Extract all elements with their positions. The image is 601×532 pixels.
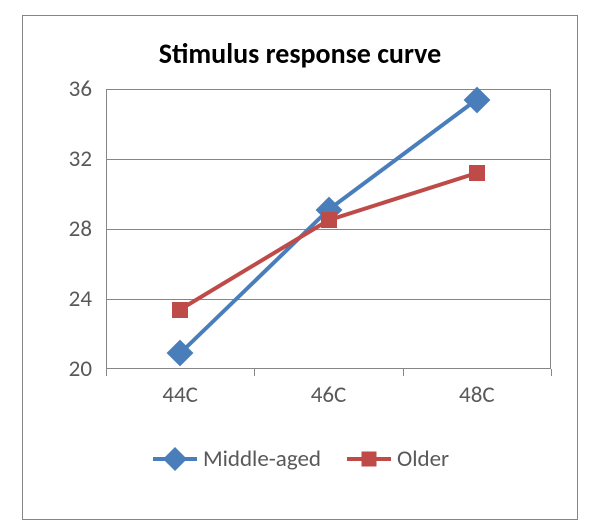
legend-label: Middle-aged xyxy=(203,445,321,473)
legend-swatch xyxy=(153,447,197,471)
y-tick-label: 32 xyxy=(42,145,92,173)
plot-area xyxy=(106,89,551,369)
y-tick-label: 24 xyxy=(42,285,92,313)
x-tick-label: 46C xyxy=(279,381,379,409)
y-tick-label: 36 xyxy=(42,75,92,103)
series-lines xyxy=(106,89,551,369)
series-line-older xyxy=(180,173,477,310)
y-tick-label: 20 xyxy=(42,355,92,383)
chart-stage: Stimulus response curve Middle-aged Older… xyxy=(0,0,601,532)
x-tick-mark xyxy=(551,369,552,376)
legend-item: Middle-aged xyxy=(153,445,321,473)
legend-swatch xyxy=(347,447,391,471)
y-tick-label: 28 xyxy=(42,215,92,243)
legend-label: Older xyxy=(397,445,449,473)
legend-item: Older xyxy=(347,445,449,473)
x-tick-mark xyxy=(403,369,404,376)
data-marker-older xyxy=(172,302,188,318)
chart-title: Stimulus response curve xyxy=(23,36,577,71)
data-marker-older xyxy=(469,165,485,181)
chart-frame: Stimulus response curve Middle-aged Older… xyxy=(22,15,578,520)
x-tick-mark xyxy=(254,369,255,376)
square-icon xyxy=(362,452,377,467)
legend: Middle-aged Older xyxy=(63,439,539,479)
data-marker-older xyxy=(321,212,337,228)
diamond-icon xyxy=(163,447,187,471)
x-tick-mark xyxy=(106,369,107,376)
x-tick-label: 44C xyxy=(130,381,230,409)
x-tick-label: 48C xyxy=(427,381,527,409)
